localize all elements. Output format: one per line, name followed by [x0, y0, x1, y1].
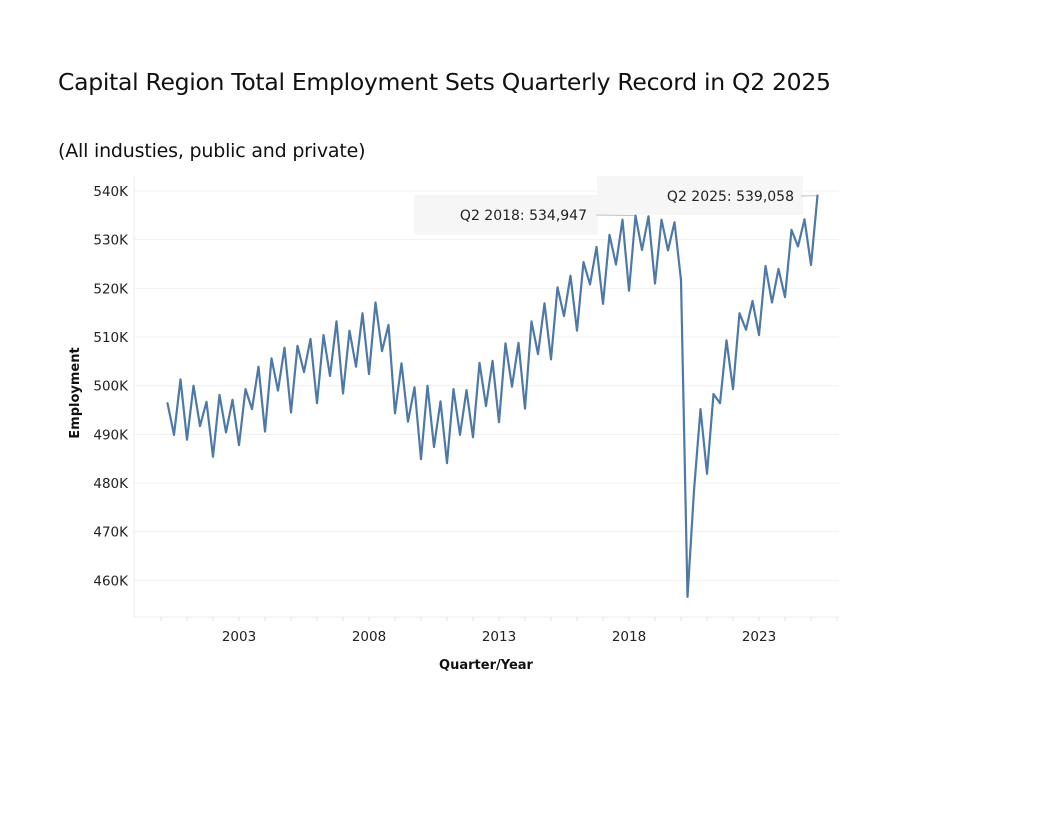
chart-title: Capital Region Total Employment Sets Qua… [58, 68, 831, 96]
y-axis-title: Employment [68, 347, 83, 438]
annotation-box [597, 176, 803, 215]
x-tick-label: 2008 [352, 629, 386, 645]
y-tick-label: 520K [93, 281, 129, 297]
y-tick-label: 500K [93, 379, 129, 395]
x-tick-label: 2013 [482, 629, 516, 645]
x-axis-title: Quarter/Year [439, 658, 533, 673]
y-tick-label: 540K [93, 184, 129, 200]
annotation-connector [595, 214, 635, 217]
annotation-label: Q2 2025: 539,058 [667, 189, 794, 205]
y-tick-label: 460K [93, 573, 129, 589]
y-tick-label: 530K [93, 233, 129, 249]
y-tick-label: 470K [93, 525, 129, 541]
chart-subtitle: (All industies, public and private) [58, 140, 366, 162]
axes: 460K 470K 480K 490K 500K 510K 520K 530K 540K 2003… [93, 176, 839, 645]
annotation-label: Q2 2018: 534,947 [460, 208, 587, 224]
x-tick-label: 2003 [222, 629, 256, 645]
annotation-box [414, 195, 598, 235]
y-tick-label: 490K [93, 427, 129, 443]
x-tick-label: 2018 [612, 629, 646, 645]
x-tick-label: 2023 [742, 629, 776, 645]
y-tick-label: 480K [93, 476, 129, 492]
y-tick-label: 510K [93, 330, 129, 346]
employment-series-line [166, 194, 819, 599]
series-layer [166, 194, 819, 599]
annotation-backgrounds [414, 176, 803, 235]
annotations: Q2 2018: 534,947 Q2 2025: 539,058 [460, 189, 817, 224]
